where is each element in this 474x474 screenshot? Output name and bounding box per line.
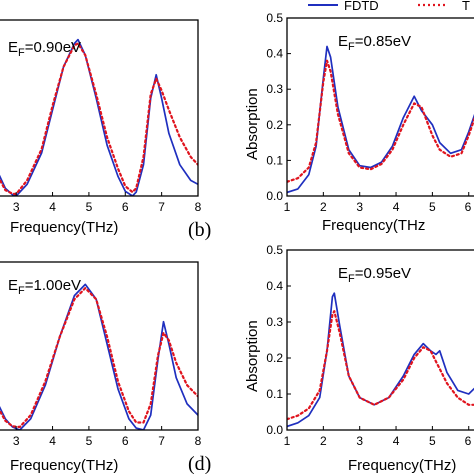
y-tick-label: 0.3 [266,315,283,329]
x-tick-label: 3 [13,434,20,448]
x-tick-label: 8 [195,434,202,448]
panel-label-b: (b) [188,219,211,241]
series-line-fdtd [0,283,198,430]
x-tick-label: 2 [320,200,327,214]
x-tick-label: 4 [49,434,56,448]
x-tick-label: 6 [465,434,472,448]
x-tick-label: 1 [284,434,291,448]
x-tick-label: 5 [86,200,93,214]
y-tick-label: 0.2 [266,118,283,132]
y-tick-label: 0.5 [266,11,283,25]
y-tick-label: 0.1 [266,387,283,401]
series-line-fdtd [0,38,198,196]
x-tick-label: 8 [195,200,202,214]
chart-panel-top-left: 3 4 5 6 7 8 [0,19,202,214]
x-tick-label: 5 [429,434,436,448]
y-tick-label: 0.3 [266,82,283,96]
y-tick-label: 0.0 [266,423,283,437]
y-tick-label: 0.2 [266,351,283,365]
legend-theory-label: T [462,0,470,13]
annotation-ef-bottom-left: EF=1.00eV [8,277,81,297]
x-tick-label: 3 [13,200,20,214]
legend: FDTD T [308,0,470,13]
panel-label-d: (d) [188,453,211,474]
y-tick-label: 0.4 [266,47,283,61]
x-tick-label: 5 [429,200,436,214]
x-tick-label: 3 [356,434,363,448]
plot-frame [286,17,474,197]
x-tick-label: 4 [393,200,400,214]
annotation-ef-bottom-right: EF=0.95eV [338,265,411,285]
plot-frame [286,249,474,431]
y-axis-label-bottom-right: Absorption [244,320,261,392]
legend-fdtd-label: FDTD [344,0,379,13]
series-line-fdtd [287,45,474,194]
x-tick-label: 6 [122,200,129,214]
y-tick-label: 0.1 [266,153,283,167]
chart-panel-bottom-right: 1 2 3 4 5 6 0.0 0.1 0.2 0.3 0.4 0.5 [266,243,474,448]
x-tick-label: 2 [320,434,327,448]
y-tick-label: 0.4 [266,279,283,293]
series-line-theory [0,42,198,196]
y-axis-label-top-right: Absorption [244,88,261,160]
series-line-theory [0,287,198,429]
plot-frame [0,19,199,197]
x-tick-label: 4 [49,200,56,214]
x-tick-label: 7 [158,200,165,214]
series-line-theory [287,59,474,183]
plot-frame [0,261,199,431]
chart-panel-top-right: 1 2 3 4 5 6 0.0 0.1 0.2 0.3 0.4 0.5 [266,11,474,214]
series-line-fdtd [287,292,474,428]
annotation-ef-top-left: EF=0.90eV [8,39,81,59]
x-tick-label: 5 [86,434,93,448]
annotation-ef-top-right: EF=0.85eV [338,33,411,53]
x-tick-label: 1 [284,200,291,214]
x-tick-label: 6 [122,434,129,448]
x-tick-label: 3 [356,200,363,214]
x-axis-label-bottom-left: Frequency(THz) [10,457,118,474]
y-tick-label: 0.5 [266,243,283,257]
x-tick-label: 4 [393,434,400,448]
x-axis-label-bottom-right: Frequency(THz) [348,457,456,474]
x-tick-label: 6 [465,200,472,214]
x-axis-label-top-left: Frequency(THz) [10,219,118,236]
x-tick-label: 7 [158,434,165,448]
chart-panel-bottom-left: 3 4 5 6 7 8 [0,261,202,448]
x-axis-label-top-right: Frequency(THz [322,217,425,234]
series-line-theory [287,310,474,421]
y-tick-label: 0.0 [266,189,283,203]
